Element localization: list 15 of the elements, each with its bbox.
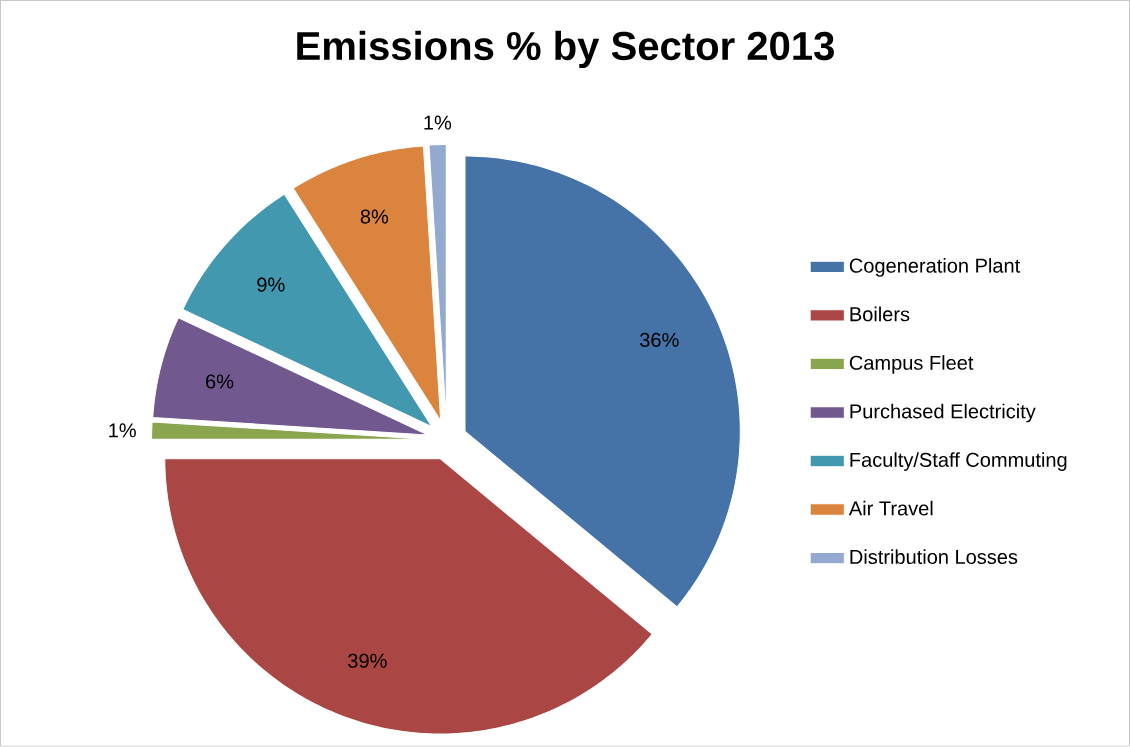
legend-label: Distribution Losses bbox=[850, 549, 1018, 565]
legend-label: Air Travel bbox=[848, 500, 933, 516]
data-label: 9% bbox=[257, 277, 285, 292]
data-label: 1% bbox=[109, 423, 136, 438]
data-label: 36% bbox=[640, 333, 679, 348]
data-label: 1% bbox=[424, 115, 452, 130]
legend-label: Campus Fleet bbox=[849, 355, 974, 375]
legend-label: Purchased Electricity bbox=[850, 403, 1036, 423]
data-label: 39% bbox=[348, 653, 387, 669]
chart-title: Emissions % by Sector 2013 bbox=[297, 30, 834, 69]
legend-label: Cogeneration Plant bbox=[849, 258, 1021, 277]
legend-label: Boilers bbox=[850, 306, 910, 322]
data-label: 8% bbox=[360, 209, 389, 224]
legend-label: Faculty/Staff Commuting bbox=[850, 452, 1067, 472]
data-label: 6% bbox=[206, 374, 234, 389]
